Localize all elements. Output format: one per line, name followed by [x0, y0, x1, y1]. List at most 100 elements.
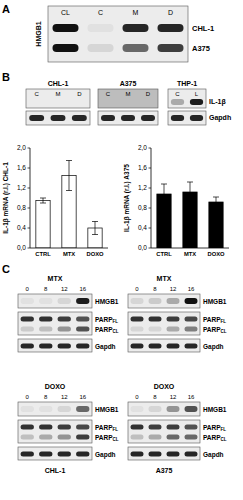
band: [131, 435, 144, 440]
row-label: A375: [192, 44, 210, 53]
row-label-sub: FL: [221, 319, 227, 324]
protein-label: HMGB1: [35, 21, 42, 46]
row-label: IL-1β: [209, 98, 226, 106]
band: [76, 327, 89, 332]
band: [58, 435, 71, 440]
lane-label: L: [195, 91, 199, 97]
y-tick-label: 1,6: [138, 164, 147, 171]
band: [21, 317, 34, 322]
bar: [36, 201, 50, 249]
band: [149, 298, 162, 304]
x-axis: [30, 248, 108, 249]
x-tick-label: DOXO: [207, 251, 225, 257]
x-tick-label: MTX: [184, 251, 196, 257]
band: [149, 406, 162, 412]
row-label: HMGB1: [95, 406, 119, 413]
row-label-sub: CL: [113, 437, 119, 442]
row-label: PARPFL: [203, 316, 226, 325]
y-axis-label: IL-1β mRNA (r.l.) A375: [123, 164, 131, 232]
lane-label: 8: [153, 394, 157, 400]
lane-label: 12: [170, 286, 177, 292]
row-label-sub: FL: [113, 427, 119, 432]
band: [167, 406, 180, 412]
blot-strip: [18, 447, 92, 460]
lane-label: 12: [61, 286, 68, 292]
band: [131, 298, 144, 304]
panel-label: C: [2, 263, 10, 275]
y-tick-label: 2,0: [138, 144, 147, 151]
row-label: HMGB1: [203, 406, 227, 413]
band: [185, 344, 198, 349]
bar: [209, 202, 223, 248]
error-bar: [92, 222, 98, 235]
band: [39, 317, 52, 322]
band: [171, 115, 184, 121]
x-tick-label: DOXO: [86, 251, 104, 257]
band: [141, 115, 155, 121]
y-axis: [151, 148, 152, 248]
row-label: PARPFL: [203, 424, 226, 433]
blot-strip: [128, 447, 200, 460]
band: [53, 24, 79, 32]
y-tick-label: 0,0: [17, 244, 26, 251]
lane-label: 0: [135, 286, 139, 292]
row-label: Gapdh: [203, 343, 224, 351]
band: [76, 344, 89, 349]
lane-label: 12: [170, 394, 177, 400]
cell-label: THP-1: [177, 80, 197, 87]
row-label: HMGB1: [95, 298, 119, 305]
panel-label: B: [2, 71, 10, 83]
bars: [36, 161, 102, 249]
band: [39, 298, 52, 304]
row-label: Gapdh: [95, 451, 116, 459]
row-label: PARPFL: [95, 316, 118, 325]
blot-strip: [26, 89, 90, 108]
y-axis-label: IL-1β mRNA (r.l.) CHL-1: [2, 162, 10, 234]
band: [58, 425, 71, 430]
band: [121, 115, 135, 121]
y-tick-label: 0,0: [138, 244, 147, 251]
lane-label: 8: [44, 394, 48, 400]
lane-label: D: [77, 91, 82, 97]
blot-strip: [168, 89, 206, 108]
y-tick-label: 2,0: [17, 144, 26, 151]
band: [88, 44, 114, 52]
lane-label: 8: [153, 286, 157, 292]
band: [167, 298, 180, 304]
band: [131, 344, 144, 349]
y-tick-label: 1,2: [17, 184, 26, 191]
lane-label: 12: [61, 394, 68, 400]
blot-strip: [128, 402, 200, 416]
figure: ABCHMGB1CLCMDCHL-1A375CHL-1CMDA375CMDTHP…: [0, 0, 243, 500]
band: [58, 327, 71, 332]
cell-label: A375: [156, 467, 173, 474]
band: [21, 452, 34, 457]
y-tick-label: 0,4: [17, 224, 26, 231]
blot-strip: [128, 420, 200, 443]
blot-strip: [18, 402, 92, 416]
band: [149, 425, 162, 430]
band: [39, 327, 52, 332]
band: [53, 44, 79, 52]
band: [167, 327, 180, 332]
band: [76, 298, 89, 304]
band: [185, 327, 198, 332]
error-bar: [66, 161, 72, 191]
band: [149, 317, 162, 322]
band: [101, 115, 115, 121]
lane-label: 0: [26, 394, 30, 400]
band: [149, 327, 162, 332]
band: [21, 327, 34, 332]
band: [149, 452, 162, 457]
lane-label: D: [146, 91, 151, 97]
band: [185, 298, 198, 304]
band: [58, 452, 71, 457]
band: [58, 406, 71, 412]
band: [39, 425, 52, 430]
row-label: PARPCL: [203, 434, 227, 443]
band: [185, 435, 198, 440]
band: [185, 452, 198, 457]
band: [171, 99, 184, 105]
y-tick-label: 0,8: [138, 204, 147, 211]
blot-strip: [98, 111, 158, 125]
